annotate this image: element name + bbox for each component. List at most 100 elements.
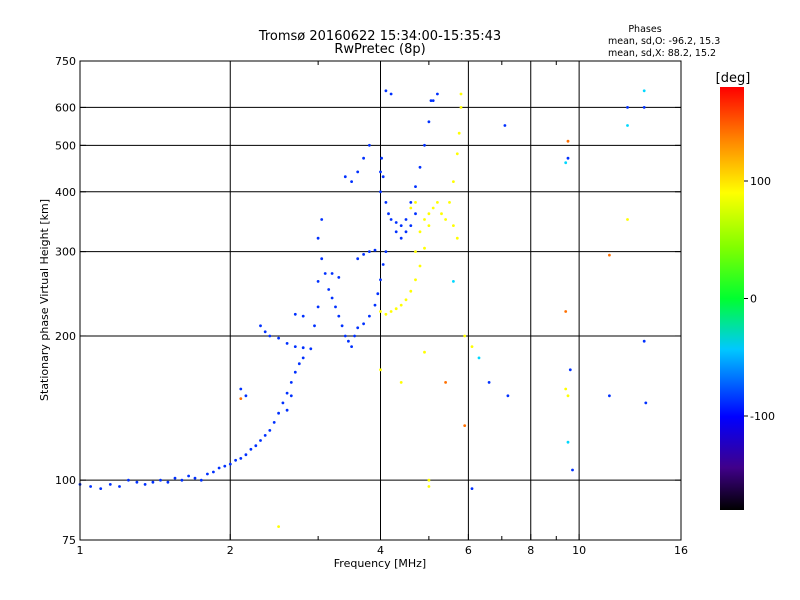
data-point	[173, 476, 177, 480]
data-point	[313, 324, 316, 328]
data-point	[642, 106, 646, 109]
data-point	[418, 264, 422, 268]
data-point	[340, 324, 344, 328]
data-point	[626, 106, 629, 109]
data-point	[293, 370, 297, 374]
data-point	[463, 424, 467, 427]
data-point	[244, 394, 248, 398]
data-point	[217, 466, 221, 470]
data-point	[455, 236, 459, 240]
data-point	[337, 276, 341, 279]
data-point	[626, 124, 629, 127]
y-tick-label: 400	[55, 186, 76, 199]
data-point	[380, 156, 383, 160]
data-point	[108, 483, 112, 486]
data-point	[423, 246, 426, 250]
data-point	[263, 434, 267, 437]
data-point	[389, 92, 393, 96]
plot-frame	[79, 60, 682, 541]
data-point	[444, 381, 447, 384]
colorbar-tick-label: 0	[750, 293, 757, 306]
y-tick-label: 75	[62, 534, 76, 547]
data-point	[316, 236, 320, 240]
data-point	[394, 221, 398, 224]
data-point	[126, 478, 130, 482]
data-point	[566, 394, 570, 398]
data-point	[272, 421, 276, 424]
data-point	[289, 394, 293, 398]
data-point	[239, 457, 243, 460]
data-point	[268, 429, 272, 432]
data-point	[362, 322, 365, 326]
data-point	[249, 447, 253, 451]
data-point	[384, 89, 388, 93]
data-point	[343, 175, 347, 179]
data-point	[228, 462, 232, 466]
data-point	[193, 476, 197, 480]
data-point	[330, 272, 334, 275]
data-point	[289, 381, 293, 384]
data-point	[259, 439, 262, 442]
data-point	[368, 143, 371, 147]
data-point	[320, 257, 324, 261]
data-point	[642, 89, 646, 93]
data-point	[571, 468, 574, 472]
data-point	[368, 314, 371, 318]
data-point	[206, 472, 209, 476]
data-point	[423, 143, 426, 147]
data-point	[394, 230, 398, 234]
data-point	[399, 381, 403, 384]
data-point	[166, 480, 170, 484]
data-point	[431, 206, 435, 210]
data-point	[316, 280, 320, 283]
data-point	[263, 330, 267, 334]
data-point	[277, 525, 280, 528]
data-point	[381, 175, 385, 179]
x-tick-label: 6	[465, 544, 472, 557]
data-point	[452, 180, 455, 184]
data-point	[384, 312, 388, 316]
data-point	[362, 156, 365, 160]
data-point	[459, 92, 463, 96]
data-point	[334, 305, 337, 309]
data-point	[409, 206, 413, 210]
data-point	[187, 474, 191, 478]
data-point	[347, 339, 350, 343]
data-point	[356, 326, 360, 330]
data-point	[409, 224, 413, 228]
data-point	[350, 345, 353, 348]
data-point	[470, 487, 474, 490]
data-point	[234, 458, 238, 462]
data-point	[463, 334, 467, 338]
data-point	[444, 218, 447, 221]
x-tick-label: 10	[572, 544, 586, 557]
data-point	[356, 170, 360, 174]
data-point	[399, 236, 403, 240]
data-point	[423, 218, 426, 221]
data-point	[477, 356, 481, 360]
data-points	[78, 89, 648, 528]
colorbar-unit-label: [deg]	[716, 71, 751, 86]
data-point	[394, 307, 398, 311]
data-point	[381, 263, 385, 266]
data-point	[285, 408, 289, 412]
data-point	[470, 345, 474, 348]
data-point	[414, 278, 417, 282]
data-point	[239, 387, 243, 391]
colorbar-tick-label: 100	[750, 175, 771, 188]
data-point	[135, 480, 139, 484]
data-point	[506, 394, 510, 398]
x-tick-label: 1	[77, 544, 84, 557]
data-point	[487, 381, 491, 384]
data-point	[455, 152, 459, 156]
y-tick-label: 750	[55, 55, 76, 68]
data-point	[418, 165, 422, 169]
colorbar-ticks: 100 0 -100	[744, 175, 775, 423]
data-point	[362, 253, 365, 256]
chart-subtitle: RwPretec (8p)	[334, 42, 425, 57]
data-point	[285, 391, 289, 395]
data-point	[337, 314, 341, 318]
y-tick-label: 600	[55, 101, 76, 114]
data-point	[379, 170, 382, 174]
data-point	[330, 296, 334, 300]
